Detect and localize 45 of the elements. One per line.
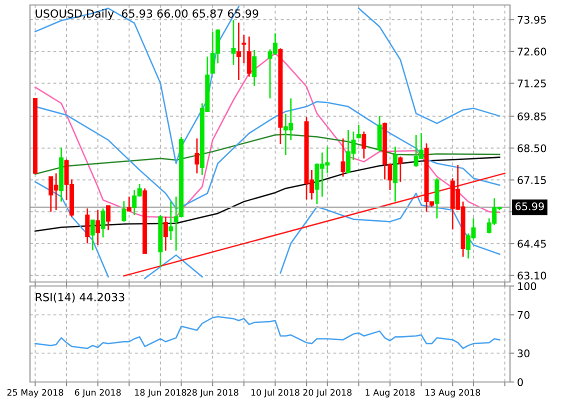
candlestick [246,36,252,78]
candlestick [106,204,111,231]
candlestick [96,209,100,246]
candlestick [242,34,246,64]
candlestick [231,19,236,66]
candlestick [163,216,168,252]
y-tick-label: 67.15 [518,176,546,184]
candlestick [194,138,200,174]
line-series [34,134,500,175]
x-tick-label: 18 Jun 2018 [135,389,186,398]
y-tick-label: 100 [518,282,536,290]
candlestick [90,219,95,251]
candlestick [434,178,440,220]
x-tick-label: 13 Aug 2018 [426,389,480,398]
text: RSI(14) 44.2033 [36,292,124,303]
candlestick [122,200,126,222]
ref-line-label: 65.99 [516,202,544,210]
y-tick-label: 71.25 [518,79,546,88]
candlestick [168,200,174,241]
candlestick [100,208,106,238]
candlestick [85,208,90,244]
x-tick-label: 1 Aug 2018 [366,389,415,398]
y-tick-label: 63.10 [518,272,546,280]
y-tick-label: 72.60 [518,48,546,56]
candlestick [398,156,403,183]
candlestick [126,196,132,212]
x-tick-label: 10 Jul 2018 [251,388,300,398]
candlestick [252,49,257,87]
line-series [34,100,500,210]
candlestick [356,124,361,140]
candlestick [362,130,366,160]
y-tick-label: 73.95 [518,16,546,24]
y-tick-label: 69.85 [518,112,546,120]
y-tick-label: 30 [518,349,530,358]
y-tick-label: 0 [518,378,523,386]
x-tick-label: 25 May 2018 [7,389,64,398]
x-tick-label: 6 Jun 2018 [74,389,121,398]
y-tick-label: 70 [518,311,530,319]
x-tick-label: 20 Jul 2018 [303,388,352,398]
candlestick [340,138,346,178]
y-tick-label: 64.45 [518,240,546,248]
candlestick [236,22,241,81]
y-tick-label: 68.50 [518,144,546,152]
x-tick-label: 28 Jun 2018 [186,389,238,398]
line-series [34,316,500,350]
